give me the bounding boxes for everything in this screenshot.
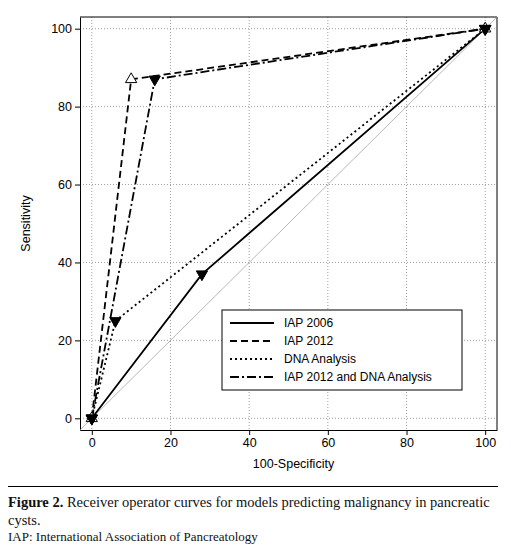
caption-label: Figure 2.: [8, 494, 63, 510]
chart: 0 20 40 60 80 100 0 20 40 60 80 100 100-Specificity S…: [0, 0, 511, 484]
legend: IAP 2006 IAP 2012 DNA Analysis IAP 2012 and…: [222, 310, 462, 390]
grid-line-y: [80, 106, 497, 107]
legend-label: IAP 2006: [284, 316, 333, 330]
y-axis-tick-label: 60: [58, 178, 72, 192]
x-axis-tick: 80: [400, 430, 414, 450]
x-axis-tick: 0: [89, 430, 96, 450]
x-axis-tick: 60: [321, 430, 335, 450]
x-axis-tick-label: 100: [475, 436, 496, 450]
x-axis-tick: 100: [475, 430, 496, 450]
reference-diagonal: [80, 17, 497, 430]
legend-swatch: [230, 376, 274, 378]
x-axis-tick-label: 20: [164, 436, 178, 450]
frame: [497, 17, 498, 430]
grid-line-x: [485, 17, 486, 430]
roc-point: [126, 73, 137, 83]
y-axis-tick: 20: [58, 334, 80, 348]
y-axis-tick-label: 0: [65, 412, 72, 426]
frame: [80, 17, 497, 18]
x-axis-tick-mark: [249, 430, 250, 435]
roc-line: [92, 29, 485, 419]
y-axis-tick: 80: [58, 100, 80, 114]
x-axis-tick-label: 60: [321, 436, 335, 450]
x-axis-tick-mark: [170, 430, 171, 435]
roc-point: [86, 415, 97, 425]
plot-area: [80, 17, 497, 430]
y-axis-tick-mark: [75, 185, 80, 186]
x-axis-tick-label: 0: [89, 436, 96, 450]
grid-line-x: [91, 17, 92, 430]
x-axis-tick-mark: [328, 430, 329, 435]
grid-line-y: [80, 262, 497, 263]
y-axis-title: Sensitivity: [19, 195, 33, 252]
x-axis-tick-mark: [407, 430, 408, 435]
y-axis-tick-mark: [75, 262, 80, 263]
grid-line-y: [80, 28, 497, 29]
legend-swatch: [230, 358, 274, 360]
y-axis: 0 20 40 60 80 100: [51, 18, 80, 431]
roc-point: [86, 415, 97, 425]
y-axis-tick: 0: [65, 412, 80, 426]
x-axis-tick-mark: [92, 430, 93, 435]
legend-box: [222, 310, 462, 390]
y-axis-tick-mark: [75, 340, 80, 341]
roc-line: [92, 29, 485, 419]
y-axis-tick: 100: [51, 22, 80, 36]
grid: [80, 17, 497, 430]
legend-label: IAP 2012: [284, 334, 333, 348]
x-axis-tick-mark: [485, 430, 486, 435]
y-axis-tick-label: 40: [58, 256, 72, 270]
legend-label: DNA Analysis: [284, 352, 356, 366]
y-axis-tick-label: 100: [51, 22, 72, 36]
legend-swatch: [230, 322, 274, 324]
x-axis-line: [81, 430, 498, 431]
x-axis-title: 100-Specificity: [253, 457, 335, 471]
roc-point: [196, 271, 207, 281]
roc-line: [92, 29, 485, 419]
legend-label: IAP 2012 and DNA Analysis: [284, 370, 432, 384]
x-axis: 0 20 40 60 80 100: [81, 430, 498, 450]
roc-line: [92, 29, 485, 419]
y-axis-tick-label: 80: [58, 100, 72, 114]
y-axis-tick-mark: [75, 29, 80, 30]
y-axis-tick: 40: [58, 256, 80, 270]
y-axis-tick: 60: [58, 178, 80, 192]
legend-swatch: [230, 340, 274, 342]
note: IAP: International Association of Pancre…: [8, 529, 498, 545]
y-axis-tick-label: 20: [58, 334, 72, 348]
roc-point: [480, 25, 491, 35]
caption: Figure 2. Receiver operator curves for m…: [8, 486, 498, 545]
roc-point: [110, 318, 121, 328]
x-axis-tick-label: 40: [243, 436, 257, 450]
x-axis-tick: 20: [164, 430, 178, 450]
grid-line-x: [170, 17, 171, 430]
roc-point: [480, 25, 491, 35]
y-axis-tick-mark: [75, 418, 80, 419]
x-axis-tick-label: 80: [400, 436, 414, 450]
y-axis-line: [80, 18, 81, 431]
roc-point: [149, 76, 160, 86]
title: Receiver operator curves for models pred…: [8, 494, 490, 528]
grid-line-y: [80, 418, 497, 419]
caption-text: Figure 2. Receiver operator curves for m…: [8, 493, 498, 529]
y-axis-tick-mark: [75, 107, 80, 108]
x-axis-tick: 40: [243, 430, 257, 450]
